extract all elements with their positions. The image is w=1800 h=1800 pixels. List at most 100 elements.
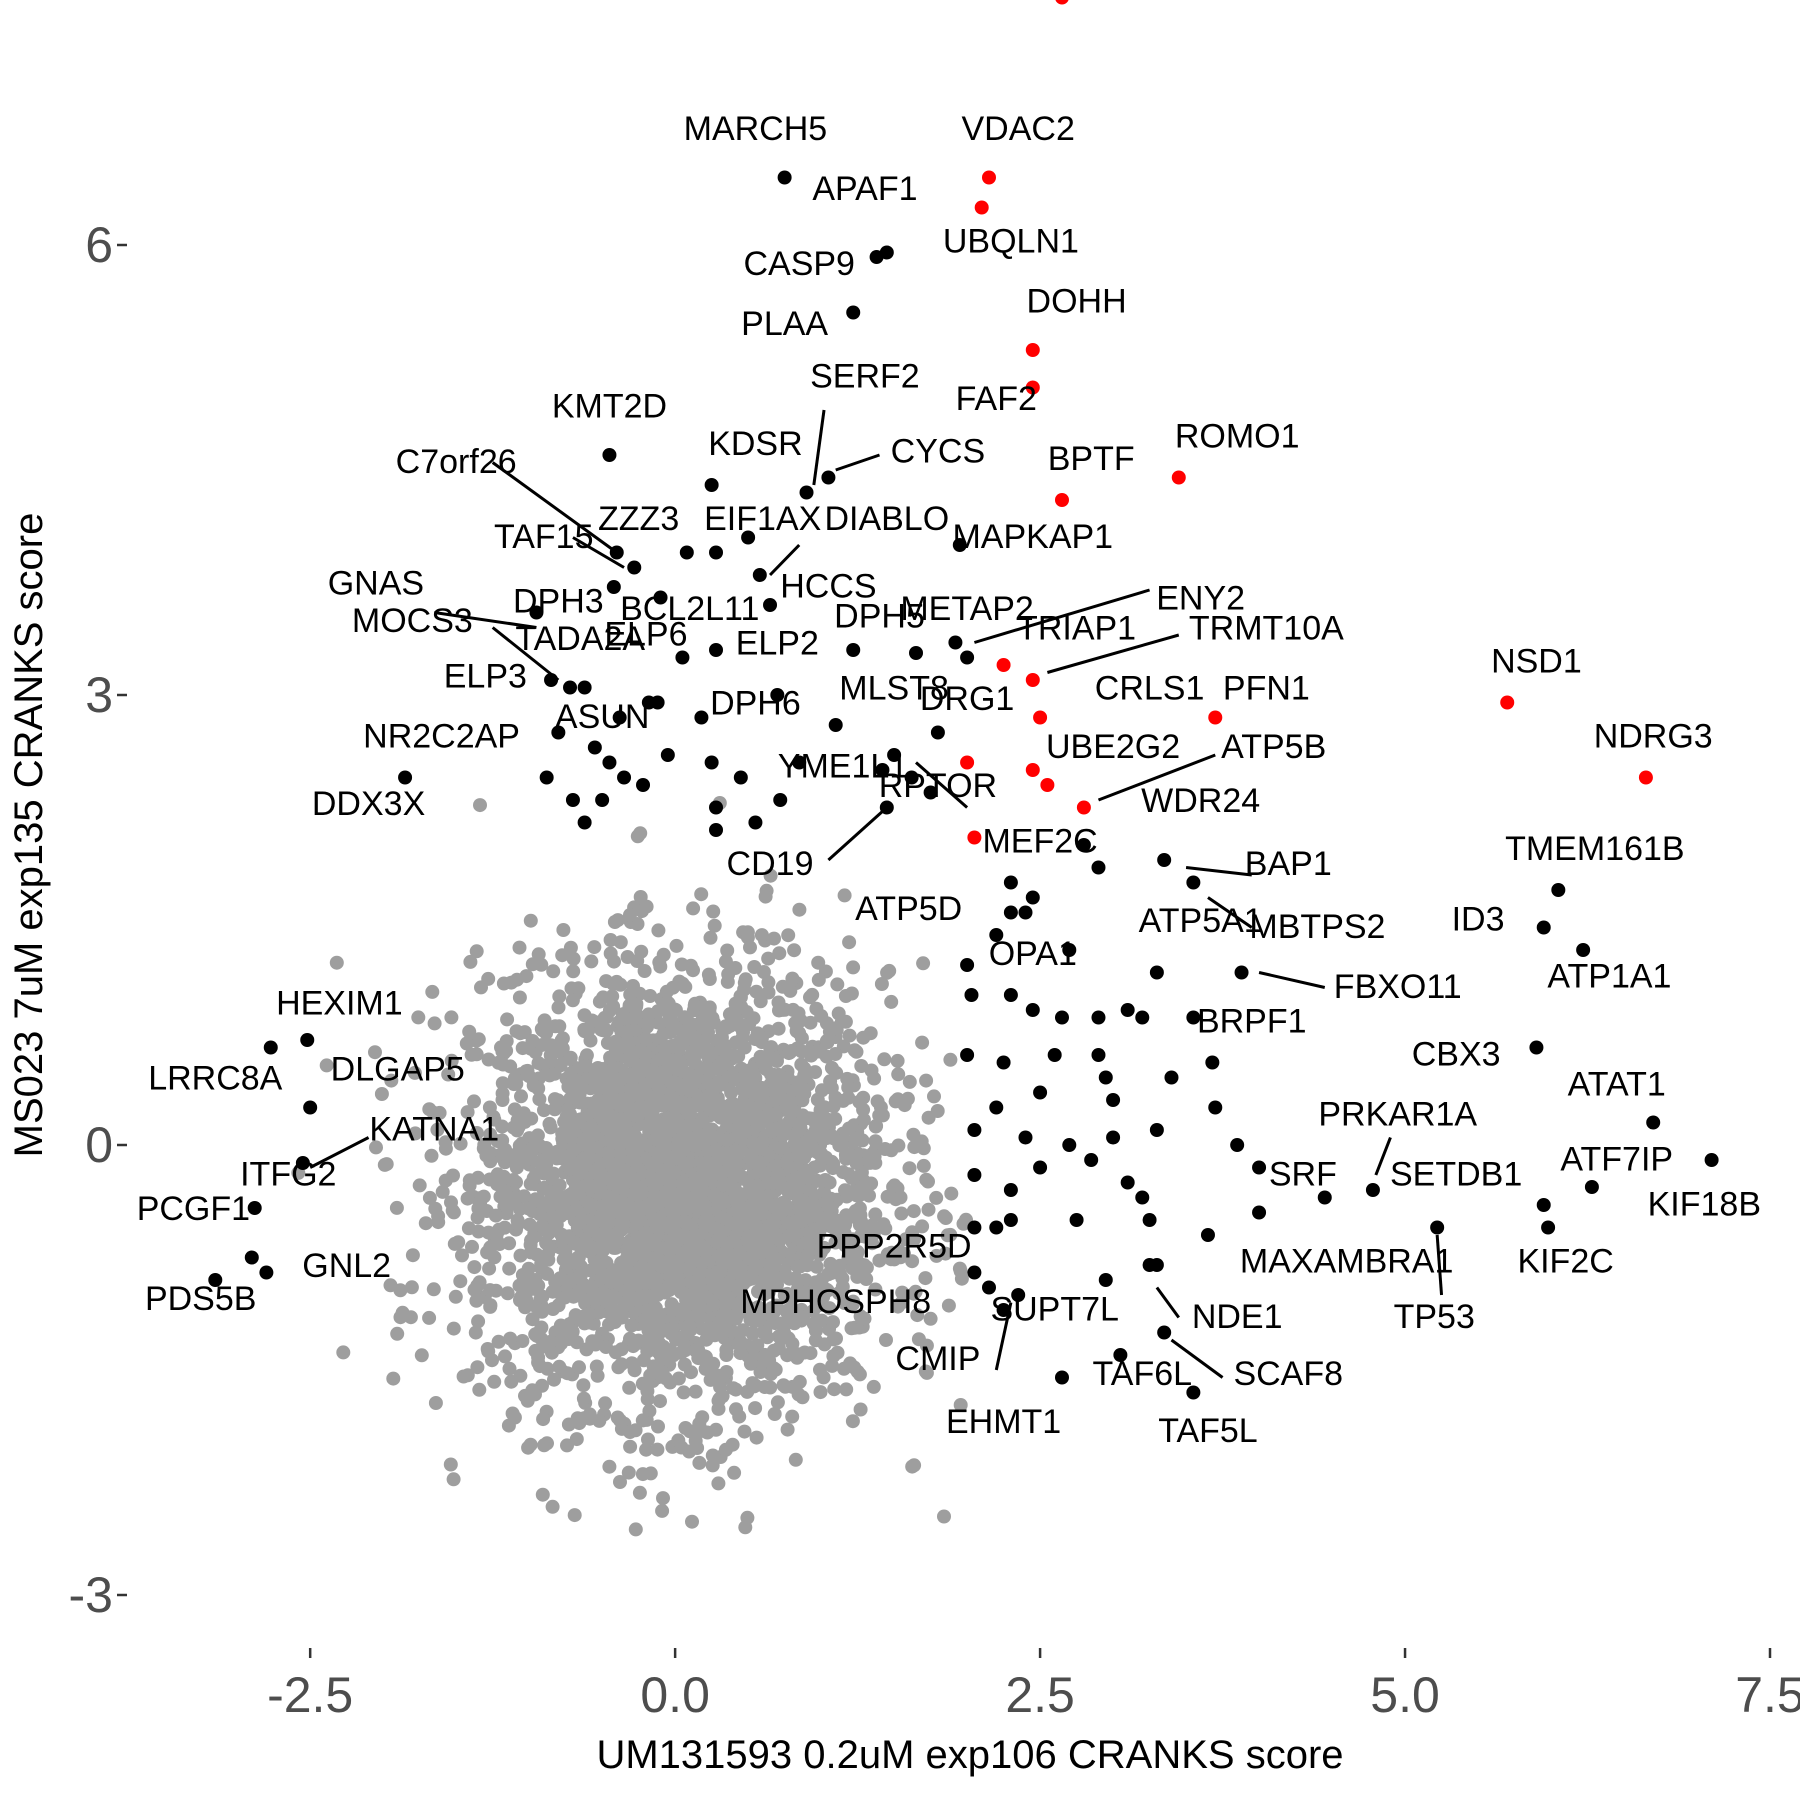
data-point — [606, 580, 621, 594]
data-point — [1033, 1160, 1048, 1175]
data-point — [1142, 1213, 1157, 1227]
background-point — [879, 1333, 893, 1347]
background-point — [770, 1395, 785, 1410]
background-point — [670, 1145, 685, 1159]
data-point — [1040, 778, 1055, 792]
background-point — [895, 1285, 910, 1300]
background-point — [594, 1022, 609, 1037]
background-point — [512, 990, 527, 1005]
background-point — [621, 1465, 636, 1480]
background-point — [545, 1499, 560, 1514]
background-point — [767, 1268, 782, 1283]
background-point — [736, 1119, 751, 1134]
data-point — [1120, 1003, 1135, 1017]
background-point — [854, 1214, 869, 1229]
background-point — [822, 1301, 837, 1316]
background-point — [650, 1442, 665, 1457]
data-point — [1576, 943, 1591, 957]
background-point — [481, 1052, 496, 1067]
data-point — [263, 1040, 278, 1055]
background-point — [916, 956, 931, 971]
data-point — [595, 793, 610, 807]
background-point — [680, 1129, 695, 1144]
background-point — [563, 1162, 577, 1177]
gene-label: KDSR — [708, 425, 802, 463]
background-point — [863, 1155, 878, 1170]
background-point — [853, 1402, 868, 1417]
background-point — [783, 1186, 798, 1201]
data-point — [1055, 0, 1069, 5]
background-point — [631, 1188, 646, 1203]
background-point — [820, 1035, 835, 1050]
background-point — [713, 1264, 728, 1279]
data-point — [996, 1303, 1011, 1317]
background-point — [647, 1187, 662, 1202]
data-point — [981, 170, 996, 185]
background-point — [771, 995, 786, 1010]
gene-label: MPHOSPH8 — [740, 1283, 931, 1321]
label-connectors — [309, 409, 1444, 1379]
gene-label: BCL2L11 — [620, 590, 759, 628]
background-point — [762, 1353, 777, 1368]
background-point — [780, 1422, 795, 1437]
background-point — [525, 1312, 540, 1327]
data-point — [996, 1055, 1011, 1070]
background-point — [801, 1237, 816, 1252]
background-point — [635, 1467, 650, 1482]
background-point — [560, 1366, 575, 1381]
data-point — [792, 755, 807, 770]
gene-label: MLST8 — [839, 670, 949, 708]
background-point — [644, 1269, 659, 1284]
background-point — [791, 1387, 806, 1402]
background-point — [651, 1052, 666, 1067]
gene-label: ATF7IP — [1560, 1141, 1673, 1179]
background-point — [528, 1192, 543, 1207]
background-point — [702, 1013, 717, 1028]
data-point — [996, 658, 1011, 672]
background-point — [535, 1219, 550, 1234]
data-point — [709, 545, 724, 560]
background-point — [757, 1380, 772, 1394]
background-point — [495, 1076, 510, 1091]
data-point — [981, 1280, 996, 1295]
data-point — [1025, 343, 1040, 357]
background-point — [571, 981, 586, 996]
background-point — [907, 1140, 922, 1155]
gene-label: TMEM161B — [1505, 830, 1685, 868]
data-point — [964, 988, 979, 1002]
gene-label: VDAC2 — [962, 110, 1075, 148]
background-point — [698, 1158, 713, 1173]
background-point — [740, 1065, 755, 1080]
background-point — [607, 915, 622, 929]
background-point — [817, 1240, 831, 1255]
background-point — [743, 1356, 758, 1371]
hit-points — [208, 0, 1719, 1400]
background-point — [623, 1169, 638, 1184]
background-point — [480, 1245, 495, 1260]
background-point — [890, 1053, 905, 1068]
data-point — [627, 560, 642, 575]
background-point — [569, 1073, 584, 1088]
background-point — [606, 999, 621, 1014]
background-point — [837, 888, 852, 903]
background-point — [746, 1340, 761, 1355]
background-point — [789, 1024, 804, 1038]
gene-label: MOCS3 — [352, 602, 473, 640]
background-point — [755, 1276, 769, 1291]
background-point — [453, 1136, 468, 1151]
background-point — [576, 1391, 591, 1406]
gene-label: EIF1AX — [704, 500, 821, 538]
gene-label: LRRC8A — [148, 1060, 282, 1098]
background-point — [495, 1133, 510, 1148]
background-point — [632, 1203, 647, 1218]
background-point — [808, 1323, 823, 1338]
background-point — [539, 1157, 554, 1172]
background-point — [633, 1100, 648, 1114]
background-point — [551, 1093, 566, 1108]
background-point — [921, 1174, 935, 1189]
gene-label: ATP5B — [1221, 728, 1326, 766]
background-point — [633, 826, 648, 841]
background-point — [543, 1241, 558, 1256]
data-point — [821, 470, 836, 485]
